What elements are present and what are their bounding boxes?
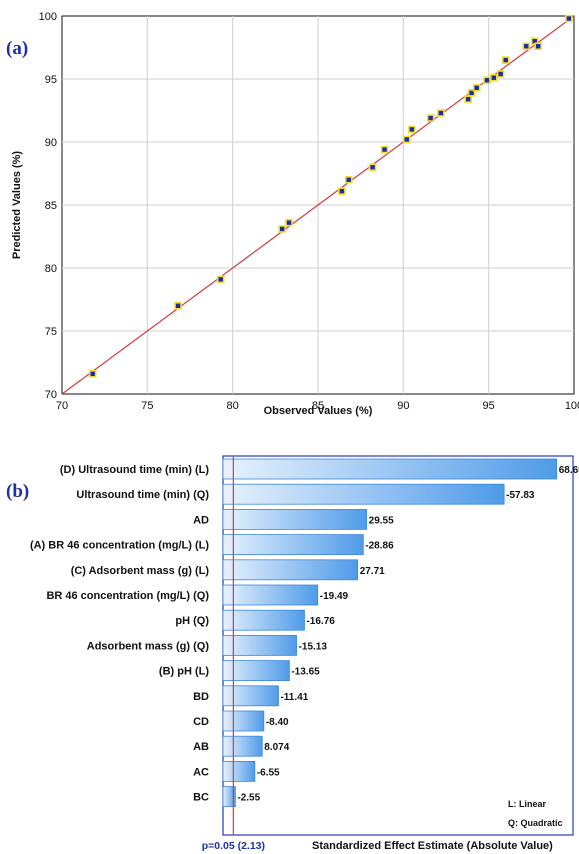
effect-category-label: AB [193, 741, 209, 753]
y-tick-label: 70 [45, 389, 57, 401]
scatter-point [346, 177, 352, 183]
effect-category-label: AC [193, 766, 209, 778]
scatter-point [279, 226, 285, 232]
scatter-point [382, 147, 388, 153]
scatter-point [491, 75, 497, 81]
effect-bar [223, 635, 297, 655]
effect-value-label: -57.83 [506, 490, 535, 501]
effect-value-label: -19.49 [320, 591, 349, 602]
scatter-point [90, 371, 96, 377]
scatter-point [370, 164, 376, 170]
scatter-point [218, 276, 224, 282]
pareto-x-axis-title: Standardized Effect Estimate (Absolute V… [312, 840, 553, 852]
x-tick-label: 95 [483, 400, 495, 412]
effect-category-label: AD [193, 514, 209, 526]
legend-note-linear: L: Linear [508, 799, 547, 809]
effect-category-label: pH (Q) [175, 615, 209, 627]
effect-value-label: -11.41 [280, 692, 308, 703]
effect-value-label: -2.55 [237, 793, 260, 804]
panel-label-a: (a) [6, 38, 28, 59]
scatter-point [465, 96, 471, 102]
effect-category-label: (D) Ultrasound time (min) (L) [60, 464, 209, 476]
scatter-point [474, 85, 480, 91]
effect-bar [223, 585, 318, 605]
scatter-point [484, 77, 490, 83]
y-tick-label: 85 [45, 200, 57, 212]
x-tick-label: 100 [565, 400, 579, 412]
scatter-point [286, 220, 292, 226]
scatter-point [523, 43, 529, 49]
scatter-point [428, 115, 434, 121]
effect-value-label: 68.65 [559, 465, 579, 476]
scatter-point [503, 57, 509, 63]
y-tick-labels: 70 75 80 85 90 95 100 [39, 11, 57, 401]
effect-bar [223, 484, 504, 504]
effect-bar [223, 535, 363, 555]
effect-value-label: -15.13 [299, 641, 328, 652]
effect-value-label: -28.86 [365, 541, 394, 552]
y-tick-label: 90 [45, 137, 57, 149]
scatter-point [404, 136, 410, 142]
effect-category-label: CD [193, 716, 209, 728]
x-tick-label: 80 [227, 400, 239, 412]
effect-category-label: BR 46 concentration (mg/L) (Q) [46, 590, 209, 602]
effect-category-label: Adsorbent mass (g) (Q) [87, 640, 210, 652]
effect-category-label: BD [193, 691, 209, 703]
significance-label: p=0.05 (2.13) [202, 840, 265, 852]
effect-value-label: -16.76 [306, 616, 335, 627]
scatter-point [438, 110, 444, 116]
legend-note-quadratic: Q: Quadratic [508, 818, 563, 828]
effect-value-label: 27.71 [360, 566, 385, 577]
effect-category-label: (A) BR 46 concentration (mg/L) (L) [30, 540, 209, 552]
scatter-point [566, 16, 572, 22]
effect-bar [223, 711, 264, 731]
scatter-point [535, 43, 541, 49]
panel-label-b: (b) [6, 481, 29, 502]
x-tick-label: 90 [397, 400, 409, 412]
scatter-point [409, 126, 415, 132]
pareto-chart: (D) Ultrasound time (min) (L) Ultrasound … [6, 456, 579, 852]
effect-value-label: -13.65 [291, 667, 320, 678]
scatter-point [175, 303, 181, 309]
y-tick-label: 75 [45, 326, 57, 338]
effect-bar [223, 610, 304, 630]
effect-bar [223, 459, 557, 479]
effect-bar [223, 686, 278, 706]
effect-bar [223, 509, 367, 529]
effect-category-label: Ultrasound time (min) (Q) [76, 489, 209, 501]
effect-category-label: BC [193, 792, 209, 804]
effect-value-label: -8.40 [266, 717, 289, 728]
effect-category-label: (C) Adsorbent mass (g) (L) [71, 565, 210, 577]
y-tick-label: 95 [45, 74, 57, 86]
y-axis-title: Predicted Values (%) [11, 151, 23, 260]
effect-value-label: -6.55 [257, 767, 280, 778]
effect-value-label: 8.074 [264, 742, 289, 753]
x-tick-label: 70 [56, 400, 68, 412]
y-tick-label: 80 [45, 263, 57, 275]
x-axis-title: Observed Values (%) [264, 405, 373, 417]
effect-value-label: 29.55 [369, 515, 394, 526]
y-tick-label: 100 [39, 11, 57, 23]
effect-category-labels: (D) Ultrasound time (min) (L) Ultrasound … [30, 464, 209, 804]
effect-bar [223, 761, 255, 781]
scatter-point [339, 188, 345, 194]
x-tick-label: 75 [141, 400, 153, 412]
scatter-point [498, 71, 504, 77]
effect-bar [223, 736, 262, 756]
effect-bar [223, 560, 358, 580]
effect-category-label: (B) pH (L) [159, 666, 209, 678]
scatter-chart: 70 75 80 85 90 95 100 70 75 80 85 90 95 100 Observed… [6, 11, 579, 417]
